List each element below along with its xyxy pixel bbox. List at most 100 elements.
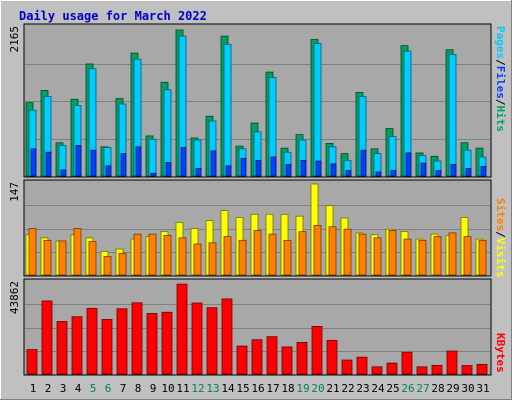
bar-pages-day-2 bbox=[45, 151, 52, 177]
visits-ymax-label: 147 bbox=[8, 182, 21, 202]
bar-kbytes-day-23 bbox=[356, 356, 368, 375]
bar-pages-day-20 bbox=[315, 160, 322, 177]
x-label-day-26: 26 bbox=[401, 382, 414, 395]
bar-pages-day-14 bbox=[225, 165, 232, 177]
bar-sites-day-10 bbox=[163, 234, 172, 276]
legend-sep-3: / bbox=[494, 231, 507, 238]
bar-files-day-25 bbox=[388, 136, 397, 177]
legend-kbytes: KBytes bbox=[494, 333, 507, 373]
bar-kbytes-day-8 bbox=[131, 302, 143, 375]
x-label-day-29: 29 bbox=[446, 382, 459, 395]
x-label-day-3: 3 bbox=[60, 382, 67, 395]
bar-pages-day-25 bbox=[390, 170, 397, 177]
bar-sites-day-3 bbox=[58, 240, 67, 276]
bar-sites-day-30 bbox=[463, 236, 472, 276]
x-label-day-11: 11 bbox=[176, 382, 189, 395]
bar-kbytes-day-15 bbox=[236, 345, 248, 375]
bar-sites-day-26 bbox=[403, 238, 412, 276]
bar-files-day-29 bbox=[448, 54, 457, 177]
bar-pages-day-24 bbox=[375, 171, 382, 177]
bar-kbytes-day-25 bbox=[386, 362, 398, 375]
kbytes-legend: KBytes bbox=[494, 333, 507, 373]
bar-pages-day-11 bbox=[180, 147, 187, 177]
bar-kbytes-day-3 bbox=[56, 321, 68, 375]
bar-kbytes-day-13 bbox=[206, 307, 218, 375]
bar-sites-day-15 bbox=[238, 239, 247, 276]
bar-sites-day-29 bbox=[448, 232, 457, 276]
x-label-day-1: 1 bbox=[30, 382, 37, 395]
x-label-day-23: 23 bbox=[356, 382, 369, 395]
bar-kbytes-day-22 bbox=[341, 359, 353, 375]
bar-pages-day-21 bbox=[330, 163, 337, 177]
bar-sites-day-16 bbox=[253, 230, 262, 276]
bar-sites-day-12 bbox=[193, 243, 202, 276]
bar-kbytes-day-24 bbox=[371, 366, 383, 375]
x-label-day-21: 21 bbox=[326, 382, 339, 395]
bar-sites-day-25 bbox=[388, 230, 397, 276]
bar-kbytes-day-27 bbox=[416, 366, 428, 375]
bar-pages-day-8 bbox=[135, 146, 142, 177]
x-axis-day-labels: 1 2 3 4 5 6 7 8 9 10 11 12 13 14 15 16 17 18 19 20 21 22 23 24 2… bbox=[30, 382, 490, 395]
bar-pages-day-16 bbox=[255, 159, 262, 177]
bar-pages-day-23 bbox=[360, 149, 367, 177]
bar-pages-day-26 bbox=[405, 152, 412, 177]
bar-kbytes-day-4 bbox=[71, 316, 83, 375]
bar-kbytes-day-28 bbox=[431, 364, 443, 375]
x-label-day-19: 19 bbox=[296, 382, 309, 395]
bar-kbytes-day-7 bbox=[116, 308, 128, 375]
bar-sites-day-28 bbox=[433, 236, 442, 276]
bar-kbytes-day-6 bbox=[101, 319, 113, 375]
bar-sites-day-6 bbox=[103, 256, 112, 276]
bar-sites-day-19 bbox=[298, 231, 307, 276]
bar-sites-day-13 bbox=[208, 242, 217, 276]
bar-pages-day-10 bbox=[165, 162, 172, 177]
bar-pages-day-19 bbox=[300, 159, 307, 177]
bar-sites-day-31 bbox=[478, 239, 487, 276]
x-label-day-24: 24 bbox=[371, 382, 385, 395]
bar-sites-day-20 bbox=[313, 225, 322, 276]
bar-sites-day-23 bbox=[358, 233, 367, 276]
bar-sites-day-24 bbox=[373, 237, 382, 276]
x-label-day-18: 18 bbox=[281, 382, 294, 395]
bar-kbytes-day-14 bbox=[221, 298, 233, 375]
bar-kbytes-day-5 bbox=[86, 307, 98, 375]
x-label-day-25: 25 bbox=[386, 382, 399, 395]
bar-kbytes-day-10 bbox=[161, 311, 173, 375]
bar-sites-day-11 bbox=[178, 237, 187, 276]
bar-sites-day-27 bbox=[418, 239, 427, 276]
x-label-day-8: 8 bbox=[135, 382, 142, 395]
hits-legend: Pages/Files/Hits bbox=[494, 26, 507, 132]
bar-pages-day-9 bbox=[150, 172, 157, 177]
bar-pages-day-12 bbox=[195, 168, 202, 177]
x-label-day-2: 2 bbox=[45, 382, 52, 395]
kbytes-bars bbox=[26, 283, 488, 375]
visits-sites-bars bbox=[25, 183, 487, 276]
x-label-day-9: 9 bbox=[150, 382, 157, 395]
x-label-day-5: 5 bbox=[90, 382, 97, 395]
bar-kbytes-day-16 bbox=[251, 339, 263, 375]
bar-files-day-9 bbox=[148, 138, 157, 177]
bar-pages-day-18 bbox=[285, 164, 292, 177]
bar-pages-day-7 bbox=[120, 153, 127, 177]
bar-pages-day-5 bbox=[90, 149, 97, 177]
bar-kbytes-day-12 bbox=[191, 302, 203, 375]
bar-kbytes-day-11 bbox=[176, 283, 188, 375]
legend-files: Files bbox=[494, 66, 507, 99]
bar-pages-day-1 bbox=[30, 148, 37, 177]
x-label-day-10: 10 bbox=[161, 382, 174, 395]
x-label-day-31: 31 bbox=[476, 382, 489, 395]
legend-pages: Pages bbox=[494, 26, 507, 59]
bar-kbytes-day-9 bbox=[146, 313, 158, 375]
x-label-day-12: 12 bbox=[191, 382, 204, 395]
bar-sites-day-21 bbox=[328, 226, 337, 276]
bar-kbytes-day-29 bbox=[446, 350, 458, 375]
bar-pages-day-13 bbox=[210, 150, 217, 177]
bar-pages-day-31 bbox=[480, 166, 487, 177]
hits-files-pages-bars bbox=[25, 29, 487, 177]
bar-kbytes-day-17 bbox=[266, 336, 278, 375]
bar-sites-day-1 bbox=[28, 228, 37, 276]
x-label-day-13: 13 bbox=[206, 382, 219, 395]
bar-pages-day-4 bbox=[75, 145, 82, 177]
x-label-day-7: 7 bbox=[120, 382, 127, 395]
